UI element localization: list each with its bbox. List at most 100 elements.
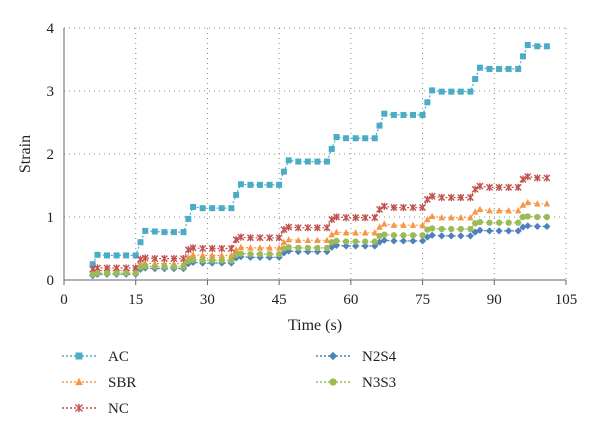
data-point-n3s3 (103, 269, 111, 277)
legend-item-sbr: SBR (62, 375, 136, 391)
data-point-sbr (275, 244, 283, 251)
data-point-sbr (237, 243, 245, 250)
data-point-n3s3 (123, 269, 130, 277)
data-point-ac (180, 229, 187, 236)
data-point-n3s3 (180, 263, 187, 270)
data-point-sbr (376, 223, 383, 230)
data-point-sbr (524, 198, 532, 206)
data-point-ac (304, 158, 311, 165)
data-point-n3s3 (151, 263, 158, 270)
data-point-nc (438, 193, 446, 202)
data-point-n3s3 (161, 263, 168, 270)
data-point-nc (141, 254, 149, 262)
data-point-ac (314, 158, 321, 165)
data-point-n3s3 (495, 219, 503, 226)
legend-label-sbr: SBR (108, 375, 136, 391)
data-point-nc (409, 203, 417, 212)
series (89, 42, 551, 280)
legend-item-n2s4: N2S4 (316, 349, 397, 365)
data-point-nc (376, 205, 384, 214)
legend-label-n2s4: N2S4 (362, 349, 397, 365)
data-point-nc (495, 183, 503, 191)
data-point-ac (381, 110, 388, 117)
data-point-ac (104, 252, 111, 259)
data-point-n3s3 (275, 251, 283, 258)
data-point-nc (304, 224, 312, 232)
data-point-ac (400, 111, 407, 118)
data-point-n3s3 (457, 225, 464, 233)
data-point-nc (280, 226, 288, 234)
data-point-sbr (390, 221, 398, 228)
data-point-n3s3 (314, 244, 321, 252)
data-point-ac (343, 135, 350, 142)
x-tick-label: 60 (343, 292, 358, 308)
data-point-sbr (208, 251, 216, 259)
data-point-ac (276, 181, 283, 188)
data-point-n3s3 (189, 256, 197, 263)
data-point-ac (218, 205, 225, 212)
data-point-nc (328, 215, 336, 224)
data-point-nc (246, 234, 254, 242)
data-point-n3s3 (209, 257, 216, 264)
legend-item-n3s3: N3S3 (316, 375, 396, 391)
data-point-ac (257, 181, 264, 188)
data-point-n3s3 (424, 226, 431, 233)
data-point-nc (232, 236, 240, 244)
data-point-ac (505, 65, 512, 72)
data-point-ac (534, 43, 541, 50)
data-point-ac (419, 111, 426, 118)
data-point-n3s3 (534, 213, 541, 221)
data-point-n2s4 (332, 241, 341, 249)
y-tick-label: 0 (47, 273, 55, 289)
tick-labels: 0 1 2 3 4 0 15 30 45 60 75 90 105 (47, 21, 578, 308)
data-point-sbr (328, 231, 336, 238)
data-point-n3s3 (228, 257, 235, 264)
data-point-nc (524, 173, 532, 181)
data-point-n2s4 (390, 237, 398, 245)
data-point-n3s3 (256, 251, 264, 258)
data-point-sbr (534, 200, 541, 207)
data-point-n3s3 (333, 237, 340, 245)
data-point-sbr (371, 229, 379, 236)
legend-label-nc: NC (108, 401, 129, 417)
data-point-ac (390, 111, 397, 118)
series-ac (89, 42, 550, 268)
data-point-sbr (294, 236, 302, 244)
legend-label-n3s3: N3S3 (362, 375, 396, 391)
data-point-n3s3 (476, 218, 484, 226)
data-point-sbr (543, 200, 551, 207)
data-point-nc (285, 223, 293, 231)
series-line-sbr (92, 201, 547, 273)
x-tick-label: 45 (272, 292, 287, 308)
data-point-ac (295, 158, 302, 165)
data-point-n3s3 (381, 231, 388, 238)
data-point-sbr (400, 221, 407, 228)
data-point-ac (170, 229, 177, 236)
data-point-nc (486, 183, 493, 191)
legend: AC SBR NC N2S4 N3S3 (62, 349, 397, 417)
data-point-n2s4 (485, 227, 494, 235)
data-point-ac (376, 122, 383, 129)
data-point-n3s3 (438, 225, 445, 233)
data-point-n2s4 (495, 227, 503, 235)
data-point-ac (185, 215, 192, 222)
data-point-n2s4 (399, 237, 408, 245)
series-n3s3 (89, 213, 551, 278)
data-point-nc (342, 214, 350, 222)
data-point-nc (505, 183, 513, 191)
x-axis-title: Time (s) (288, 317, 342, 334)
data-point-n3s3 (505, 219, 512, 226)
series-nc (89, 173, 551, 273)
data-point-nc (533, 174, 541, 182)
data-point-ac (199, 205, 206, 212)
data-point-n3s3 (94, 269, 101, 277)
data-point-n2s4 (423, 233, 431, 241)
y-tick-label: 4 (47, 21, 55, 37)
data-point-sbr (333, 228, 340, 235)
data-point-ac (323, 158, 330, 165)
data-point-n3s3 (376, 232, 383, 240)
data-point-ac (113, 252, 120, 259)
data-point-ac (519, 53, 526, 60)
data-point-n3s3 (328, 239, 335, 246)
